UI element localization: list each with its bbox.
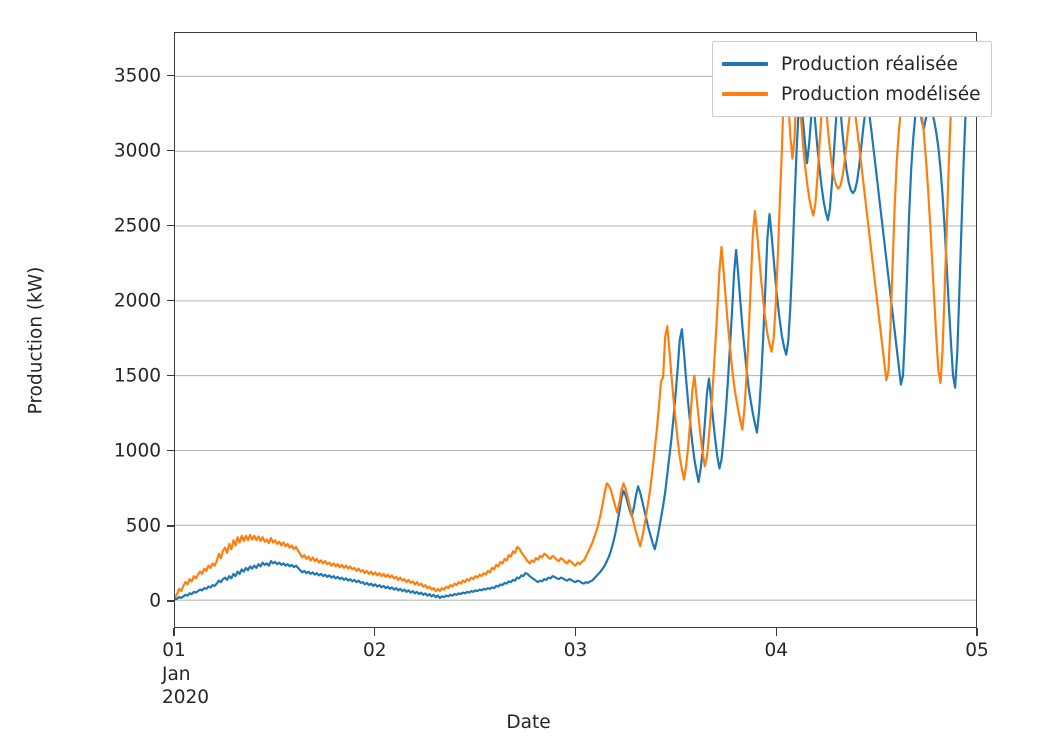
y-axis-tick-labels: 0 500 1000 1500 2000 2500 3000 3500 <box>0 0 161 746</box>
y-tick-mark-0 <box>167 600 175 602</box>
y-tick-mark-1500 <box>167 375 175 377</box>
y-tick-label-1000: 1000 <box>113 440 161 462</box>
x-tick-mark-04 <box>775 628 777 636</box>
y-tick-mark-2000 <box>167 300 175 302</box>
y-tick-mark-3500 <box>167 74 175 77</box>
x-tick-label-01: 01 <box>162 640 186 661</box>
legend-swatch-modelisee <box>722 92 768 96</box>
x-tick-label-04: 04 <box>764 640 789 661</box>
y-tick-mark-3000 <box>167 149 175 152</box>
x-tick-mark-05 <box>976 628 978 636</box>
legend-label-modelisee: Production modélisée <box>781 83 981 105</box>
y-tick-label-0: 0 <box>149 590 161 612</box>
y-tick-label-2000: 2000 <box>113 290 161 312</box>
data-series <box>175 60 976 599</box>
x-tick-label-03: 03 <box>563 640 588 661</box>
x-axis-label: Date <box>506 712 551 733</box>
x-tick-mark-03 <box>574 628 577 636</box>
y-tick-mark-2500 <box>167 225 175 227</box>
y-tick-label-3500: 3500 <box>113 65 161 87</box>
gridlines <box>175 75 976 601</box>
y-tick-label-1500: 1500 <box>113 365 161 387</box>
x-tick-mark-01 <box>173 628 175 636</box>
legend-item-modelisee: Production modélisée <box>722 79 980 109</box>
x-tick-label-02: 02 <box>362 640 387 661</box>
y-tick-label-3000: 3000 <box>113 140 161 162</box>
legend-swatch-realisee <box>722 62 768 66</box>
legend-item-realisee: Production réalisée <box>722 49 980 79</box>
x-tick-mark-02 <box>374 628 376 636</box>
legend: Production réalisée Production modélisée <box>712 41 993 117</box>
y-tick-mark-500 <box>167 525 175 527</box>
plot-area <box>174 32 977 628</box>
y-axis-label: Production (kW) <box>25 266 47 415</box>
y-tick-label-2500: 2500 <box>113 215 161 237</box>
series-line-modelisee <box>175 60 976 597</box>
x-tick-label-05: 05 <box>965 640 989 661</box>
legend-label-realisee: Production réalisée <box>781 53 958 75</box>
series-line-realisee <box>175 93 976 599</box>
y-tick-mark-1000 <box>167 450 175 452</box>
plot-svg <box>175 33 976 601</box>
x-axis-period-label: Jan 2020 <box>162 664 210 708</box>
y-tick-label-500: 500 <box>125 515 161 537</box>
